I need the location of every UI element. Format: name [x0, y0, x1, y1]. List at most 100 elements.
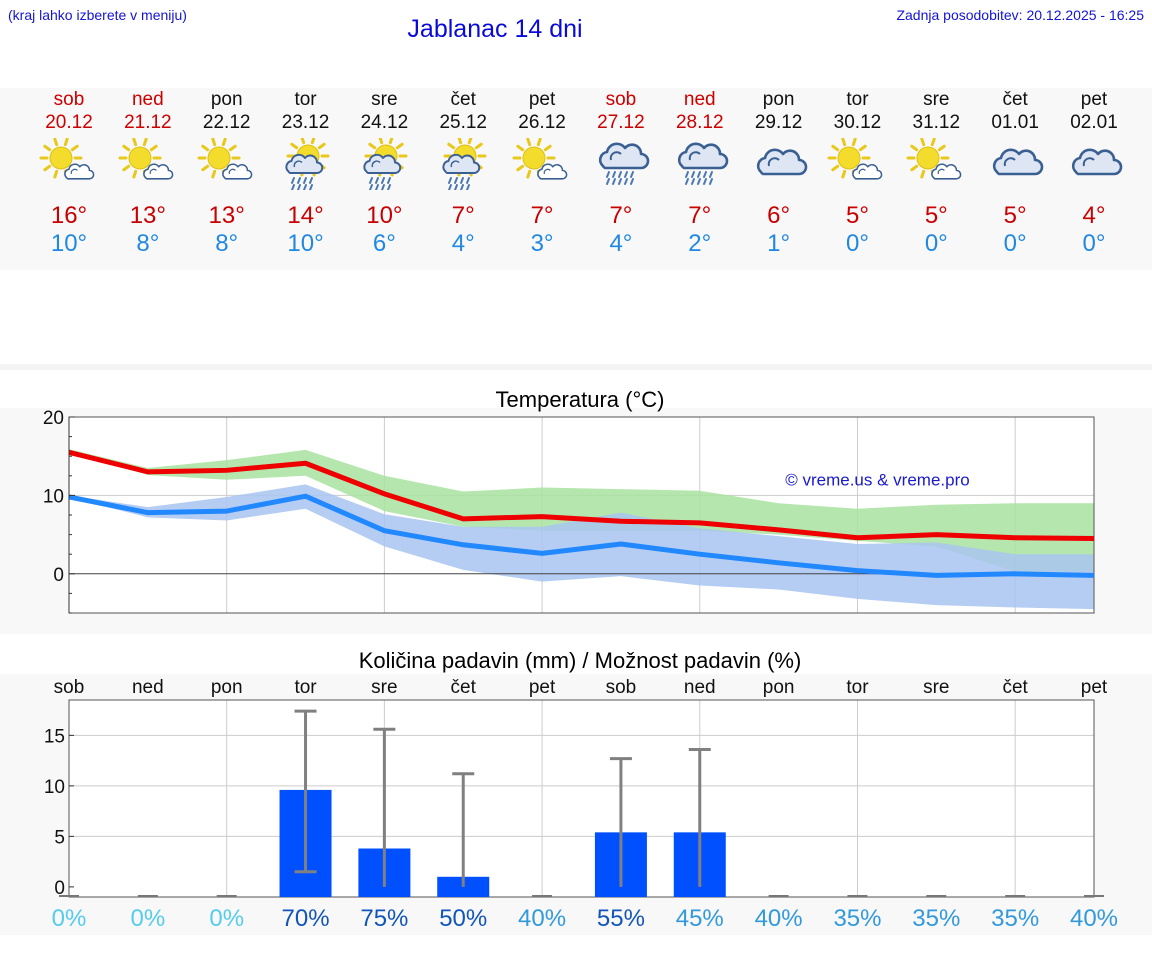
day-name: čet	[450, 89, 476, 110]
day-column: sre 31.12 5° 0°	[896, 88, 976, 258]
y-tick-label: 0	[54, 878, 65, 899]
sun-cloud-icon	[39, 138, 95, 180]
sun-cloud-icon	[512, 138, 568, 180]
y-tick-label: 5	[54, 827, 65, 848]
last-update: Zadnja posodobitev: 20.12.2025 - 16:25	[896, 7, 1144, 23]
precipitation-probability: 45%	[676, 905, 724, 932]
x-category-label: čet	[1002, 677, 1028, 698]
day-name: tor	[294, 89, 317, 110]
day-column: ned 28.12 7° 2°	[660, 88, 740, 258]
precipitation-probability: 40%	[755, 905, 803, 932]
precipitation-probability: 70%	[282, 905, 330, 932]
min-temperature: 4°	[451, 230, 475, 257]
precipitation-bar	[437, 876, 490, 897]
y-axis: 0 10 20	[43, 408, 75, 614]
min-temperature: 0°	[845, 230, 869, 257]
precipitation-range-whisker	[294, 709, 317, 874]
day-name: pon	[210, 89, 243, 110]
day-name: sre	[923, 89, 950, 110]
sun-shape	[197, 138, 241, 179]
cloud-shape	[537, 163, 568, 180]
max-temperature: 14°	[287, 202, 324, 229]
max-temperature: 5°	[924, 202, 948, 229]
precipitation-chart: sob ned pon tor sre čet pet sob ned pon tor sre čet p…	[44, 677, 1118, 932]
day-column: ned 21.12 13° 8°	[108, 88, 188, 258]
day-column: sob 20.12 16° 10°	[29, 88, 109, 258]
cloud-shape	[363, 153, 402, 174]
max-temperature: 7°	[688, 202, 712, 229]
day-date: 29.12	[754, 112, 803, 133]
max-temperature: 13°	[129, 202, 166, 229]
day-column: čet 25.12 7° 4°	[423, 88, 503, 258]
sun-shape	[906, 138, 950, 179]
day-date: 25.12	[439, 112, 487, 133]
min-temperature: 0°	[1003, 230, 1027, 257]
sun-cloud-icon	[906, 138, 962, 180]
day-name: ned	[131, 89, 164, 110]
sun-cloud-rain-icon	[284, 138, 330, 190]
cloud-shape	[284, 153, 323, 174]
day-column: pet 02.01 4° 0°	[1054, 88, 1134, 258]
day-date: 24.12	[360, 112, 409, 133]
precipitation-probability: 35%	[912, 905, 960, 932]
separator	[0, 364, 1152, 370]
precipitation-probability: 40%	[1070, 905, 1118, 932]
day-date: 31.12	[912, 112, 961, 133]
x-category-label: sob	[54, 677, 85, 698]
min-temperature: 0°	[924, 230, 948, 257]
temperature-chart: 0 10 20 © vreme.us & vreme.pro	[43, 408, 1095, 614]
min-temperature: 1°	[767, 230, 791, 257]
precipitation-range-whisker	[452, 772, 475, 887]
max-temperature: 5°	[1003, 202, 1027, 229]
cloud-rain-icon	[677, 142, 729, 185]
day-name: sob	[53, 89, 85, 110]
cloud-shape	[143, 163, 174, 180]
day-date: 02.01	[1070, 112, 1118, 133]
y-tick-label: 20	[43, 408, 64, 429]
cloud-shape	[756, 148, 807, 176]
x-category-label: sob	[606, 677, 637, 698]
cloud-shape	[677, 142, 729, 170]
day-column: sre 24.12 10° 6°	[344, 88, 424, 258]
rain-shape	[290, 177, 313, 190]
day-date: 20.12	[45, 112, 93, 133]
x-category-label: tor	[846, 677, 869, 698]
max-temperature: 7°	[609, 202, 633, 229]
day-date: 23.12	[281, 112, 330, 133]
precipitation-probability: 0%	[131, 905, 166, 932]
max-temperature: 7°	[530, 202, 554, 229]
min-temperature: 8°	[215, 230, 239, 257]
x-category-label: sre	[923, 677, 949, 698]
min-temperature: 8°	[136, 230, 160, 257]
day-name: pet	[528, 89, 556, 110]
precipitation-range-whisker	[373, 727, 396, 887]
x-category-label: sre	[371, 677, 397, 698]
day-name: tor	[846, 89, 869, 110]
max-temperature: 6°	[767, 202, 791, 229]
day-name: čet	[1002, 89, 1028, 110]
max-temperature: 7°	[451, 202, 475, 229]
days-band	[0, 88, 1152, 270]
y-tick-label: 0	[53, 565, 64, 586]
cloud-icon	[1071, 148, 1123, 176]
temperature-chart-title: Temperatura (°C)	[495, 387, 665, 412]
day-name: pet	[1080, 89, 1108, 110]
y-tick-label: 10	[44, 777, 65, 798]
day-column: pon 22.12 13° 8°	[187, 88, 267, 258]
sun-cloud-rain-icon	[363, 138, 408, 190]
day-name: ned	[683, 89, 716, 110]
precipitation-probability: 35%	[991, 905, 1039, 932]
sun-cloud-icon	[827, 138, 883, 180]
min-temperature: 2°	[688, 230, 712, 257]
day-date: 26.12	[518, 112, 566, 133]
sun-cloud-icon	[118, 138, 174, 180]
day-column: tor 23.12 14° 10°	[266, 88, 346, 258]
cloud-shape	[852, 163, 883, 180]
day-column: sob 27.12 7° 4°	[581, 88, 661, 258]
day-column: tor 30.12 5° 0°	[817, 88, 897, 258]
day-name: sob	[605, 89, 637, 110]
precipitation-probability: 0%	[209, 905, 244, 932]
day-column: pon 29.12 6° 1°	[739, 88, 819, 258]
cloud-shape	[1071, 148, 1123, 176]
cloud-rain-icon	[598, 142, 650, 185]
